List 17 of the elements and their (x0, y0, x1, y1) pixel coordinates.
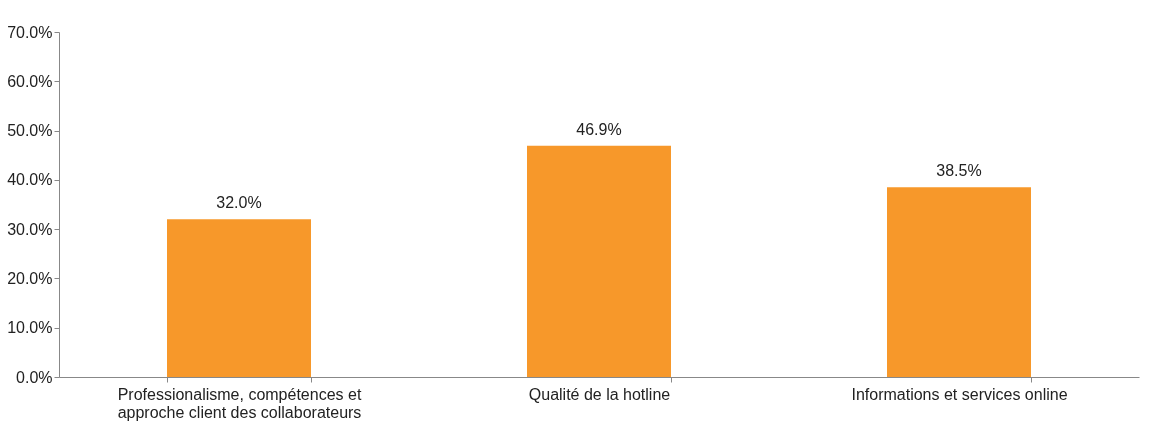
y-tick-label: 60.0% (7, 72, 53, 90)
y-tick-label: 10.0% (7, 319, 53, 337)
y-tick-label: 20.0% (7, 269, 53, 287)
data-label: 46.9% (576, 120, 622, 138)
bar (167, 219, 311, 377)
bar (527, 145, 671, 377)
data-label: 32.0% (216, 194, 262, 212)
x-tick-label: Informations et services online (851, 385, 1068, 403)
x-tick-label: Professionalisme, compétences et approche client des collaborateurs (117, 385, 362, 421)
y-tick-label: 50.0% (7, 122, 53, 140)
y-tick-label: 70.0% (7, 23, 53, 41)
data-label: 38.5% (936, 162, 982, 180)
x-tick-label: Qualité de la hotline (528, 385, 671, 403)
bar (887, 187, 1031, 377)
y-tick-label: 0.0% (16, 368, 53, 386)
y-tick-label: 30.0% (7, 220, 53, 238)
y-tick-label: 40.0% (7, 171, 53, 189)
